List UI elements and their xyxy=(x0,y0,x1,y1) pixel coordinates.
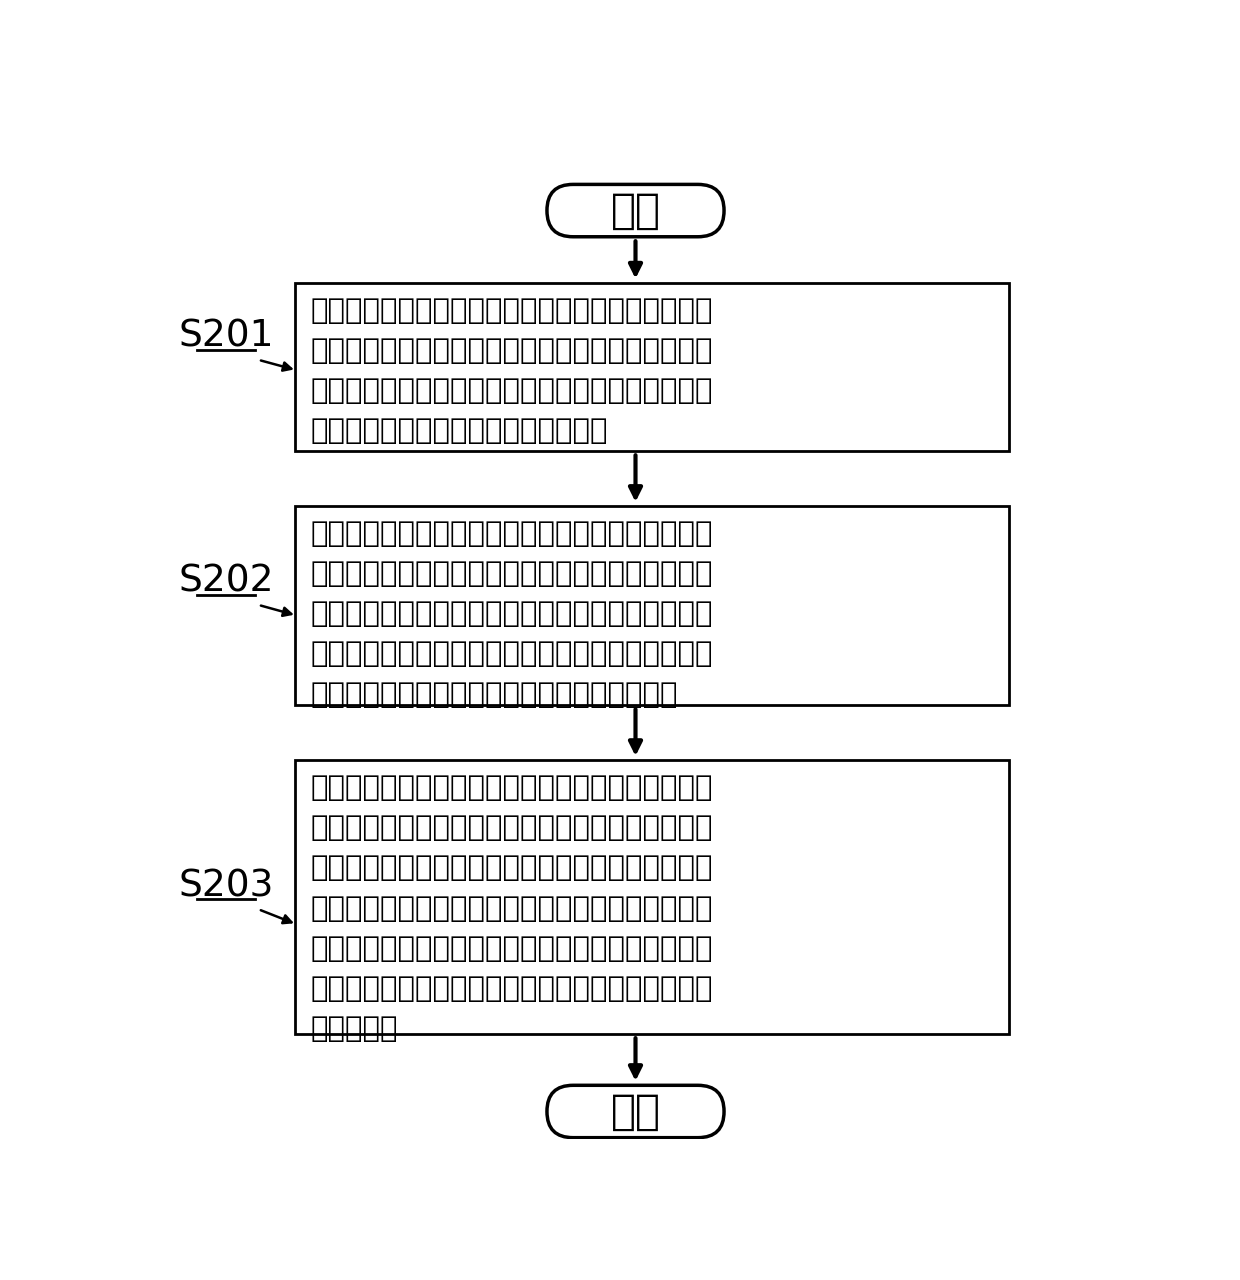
Text: 结束: 结束 xyxy=(610,1091,661,1133)
Text: S201: S201 xyxy=(179,319,274,355)
Bar xyxy=(295,507,1009,705)
Text: 阀门反馈调节：所述反馈电路将由所述光栅传感器反
馈的所述噜合齿轮的角位移信号反馈至所述中央控制
器，所述中央控制器对所述阵尼阀门开度信号进行分
析处理，产生反馈: 阀门反馈调节：所述反馈电路将由所述光栅传感器反 馈的所述噜合齿轮的角位移信号反馈… xyxy=(310,774,713,1043)
Text: S203: S203 xyxy=(179,868,274,904)
Bar xyxy=(295,760,1009,1034)
Text: 信号采集：力传感器单元采集在行走过程中人体重心
变化引起的力信号，膝关节角度传感器单元采集人腿
部膝关节的角度变化的角度信号，并将采集的所述力
信号和所述角度信: 信号采集：力传感器单元采集在行走过程中人体重心 变化引起的力信号，膝关节角度传感… xyxy=(310,297,713,445)
FancyBboxPatch shape xyxy=(547,184,724,237)
Text: 开始: 开始 xyxy=(610,189,661,232)
FancyBboxPatch shape xyxy=(547,1085,724,1138)
Text: 阀门开度控制：所述中央控制器对所述力信号和所述
角度信号进行分析处理，产生控制信号并传至驱动模
块，所述驱动模块根据所述控制信号驱动伺服电机控
制噜合齿轮调节阵: 阀门开度控制：所述中央控制器对所述力信号和所述 角度信号进行分析处理，产生控制信… xyxy=(310,520,713,709)
Bar xyxy=(295,283,1009,451)
Text: S202: S202 xyxy=(179,563,274,600)
